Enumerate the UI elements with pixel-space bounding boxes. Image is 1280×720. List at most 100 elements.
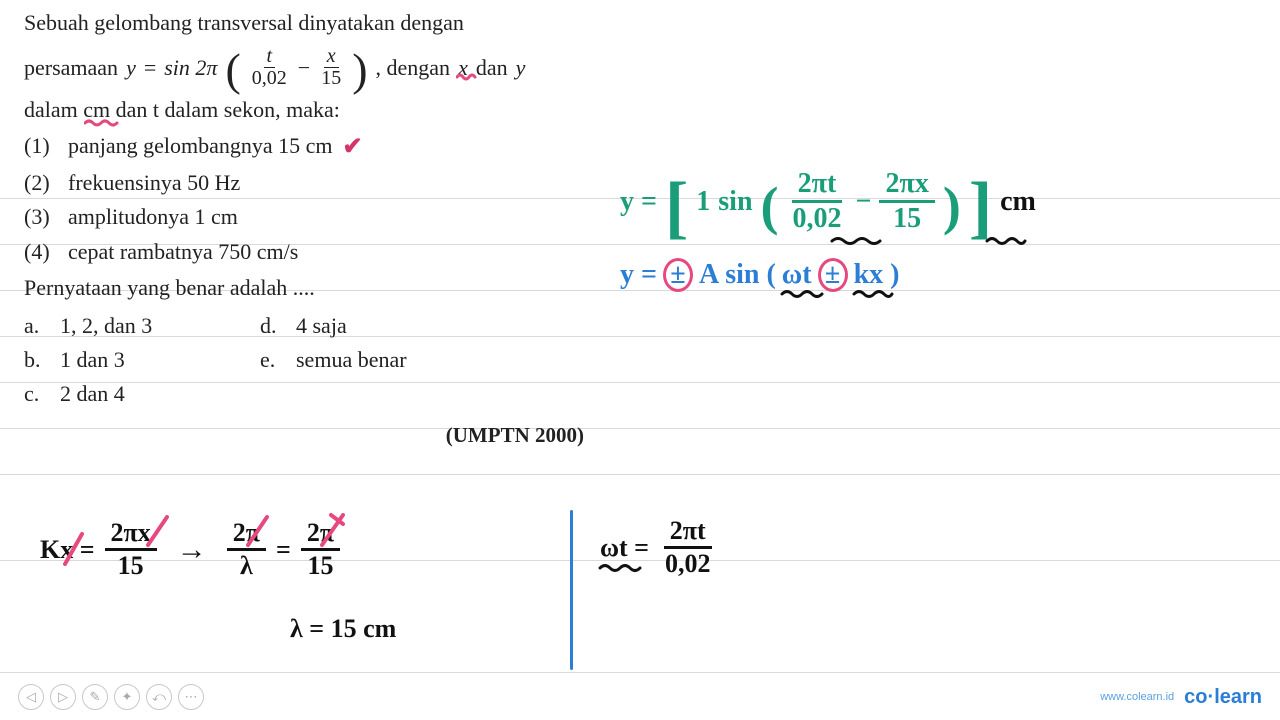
problem-block: Sebuah gelombang transversal dinyatakan … [24, 6, 584, 452]
brand: co·learn [1184, 686, 1262, 709]
hw-fa-den: λ [234, 551, 259, 579]
pm-circle-1: ± [663, 258, 693, 292]
undo-button[interactable]: ⤺ [146, 684, 172, 710]
hw-left-row1: Kx = 2πx 15 → 2π λ = 2π 15 [40, 520, 340, 579]
strike-a-icon [245, 514, 271, 548]
hw-frac-b: 2π 15 [301, 520, 340, 579]
eq-x: x [458, 51, 468, 85]
hw-blue-wt: ωt [782, 259, 812, 290]
stmt-3-text: amplitudonya 1 cm [68, 200, 238, 234]
opt-c-text: 2 dan 4 [60, 377, 125, 411]
check-icon: ✔ [343, 129, 363, 166]
hw-green-f2-den: 15 [887, 203, 927, 233]
hw-frac-a: 2π λ [227, 520, 266, 579]
vertical-divider [570, 510, 573, 670]
eq-sin2pi: sin 2π [164, 51, 217, 85]
eq-equals: = [144, 51, 156, 85]
opt-d-text: 4 saja [296, 309, 347, 343]
opt-c-lbl: c. [24, 377, 46, 411]
hw-wtf-den: 0,02 [659, 549, 717, 577]
stmt-2-num: (2) [24, 166, 58, 200]
options: a.1, 2, dan 3 d.4 saja b. 1 dan 3 e.semua… [24, 309, 584, 411]
eq-frac2: x 15 [318, 46, 344, 89]
eq-minus: − [298, 51, 310, 85]
opt-c: c. 2 dan 4 [24, 377, 125, 411]
eq-comma-dengan: , dengan [376, 51, 451, 85]
opt-b-lbl: b. [24, 343, 46, 377]
brand-co: co [1184, 686, 1207, 708]
brand-learn: learn [1214, 686, 1262, 708]
lparen-big-icon: ( [761, 182, 779, 230]
footer-brand: www.colearn.id co·learn [1100, 686, 1262, 709]
squiggle-under-wt2-icon [598, 563, 646, 573]
opt-a: a.1, 2, dan 3 [24, 309, 220, 343]
squiggle-under-002-icon [830, 236, 890, 246]
stmt-4-num: (4) [24, 235, 58, 269]
hw-lambda-result: λ = 15 cm [290, 614, 396, 644]
strike-x2-icon [145, 514, 171, 548]
footer-controls: ◁ ▷ ✎ ✦ ⤺ ⋯ [18, 684, 204, 710]
problem-equation-line: persamaan y = sin 2π ( t 0,02 − x 15 ) ,… [24, 46, 584, 89]
footer: ◁ ▷ ✎ ✦ ⤺ ⋯ www.colearn.id co·learn [0, 678, 1280, 720]
hw-right-row: ωt = 2πt 0,02 [600, 518, 716, 577]
lparen-icon: ( [225, 55, 240, 85]
word-persamaan: persamaan [24, 51, 118, 85]
stmt-1-num: (1) [24, 129, 58, 166]
hw-blue-lhs: y = [620, 259, 657, 291]
pen-button[interactable]: ✎ [82, 684, 108, 710]
hw-green-eq: y = [ 1 sin ( 2πt 0,02 − 2πx 15 ) ] cm [620, 170, 1036, 233]
lbracket-icon: [ [665, 178, 688, 238]
eq-frac1-num: t [264, 46, 276, 68]
hw-green-sin: sin [718, 186, 752, 218]
hw-fb-den: 15 [302, 551, 340, 579]
squiggle-under-x-icon [456, 73, 478, 81]
note-button[interactable]: ✦ [114, 684, 140, 710]
more-button[interactable]: ⋯ [178, 684, 204, 710]
stmt-3-num: (3) [24, 200, 58, 234]
hw-wt-wrap: ωt = [600, 533, 649, 563]
problem-line3: dalam cm dan t dalam sekon, maka: [24, 97, 340, 122]
prev-button[interactable]: ◁ [18, 684, 44, 710]
rbracket-icon: ] [969, 178, 992, 238]
next-button[interactable]: ▷ [50, 684, 76, 710]
stmt-3: (3) amplitudonya 1 cm [24, 200, 584, 234]
hw-eq: = [276, 535, 291, 565]
hw-blue-form: y = ± A sin ( ωt ± kx ) [620, 258, 899, 292]
opt-b-text: 1 dan 3 [60, 343, 220, 377]
hw-kx-frac: 2πx 15 [105, 520, 157, 579]
stmt-4-text: cepat rambatnya 750 cm/s [68, 235, 298, 269]
statement-list: (1) panjang gelombangnya 15 cm ✔ (2) fre… [24, 129, 584, 268]
problem-line3-wrap: dalam cm dan t dalam sekon, maka: [24, 93, 584, 127]
hw-green-f2-num: 2πx [879, 170, 934, 203]
stmt-2-text: frekuensinya 50 Hz [68, 166, 240, 200]
eq-frac1-den: 0,02 [249, 68, 290, 89]
hw-kxf-den: 15 [112, 551, 150, 579]
problem-line1: Sebuah gelombang transversal dinyatakan … [24, 6, 584, 40]
stmt-4: (4) cepat rambatnya 750 cm/s [24, 235, 584, 269]
eq-y2: y [516, 51, 526, 85]
hw-green-f1-num: 2πt [792, 170, 843, 203]
opt-e-lbl: e. [260, 343, 282, 377]
eq-frac1: t 0,02 [249, 46, 290, 89]
hw-blue-sin: sin ( [725, 259, 776, 291]
rparen-big-icon: ) [943, 182, 961, 230]
hw-blue-A: A [699, 259, 719, 291]
hw-blue-kx-wrap: kx ) [854, 259, 900, 291]
opt-d: d.4 saja [260, 309, 347, 343]
source: (UMPTN 2000) [24, 419, 584, 452]
opt-a-lbl: a. [24, 309, 46, 343]
hw-blue-wt-wrap: ωt [782, 259, 812, 291]
opt-b: b. 1 dan 3 [24, 343, 220, 377]
stmt-1-text: panjang gelombangnya 15 cm [68, 129, 333, 166]
prompt: Pernyataan yang benar adalah .... [24, 271, 584, 305]
strike-b-icon [319, 512, 347, 548]
eq-frac2-num: x [324, 46, 339, 68]
squiggle-under-kx-icon [852, 289, 896, 299]
hw-green-frac1: 2πt 0,02 [787, 170, 848, 233]
pm-circle-2: ± [818, 258, 848, 292]
squiggle-under-wt-icon [780, 289, 828, 299]
hw-wt-frac: 2πt 0,02 [659, 518, 717, 577]
hw-green-unit: cm [1000, 186, 1036, 218]
hw-wtf-num: 2πt [664, 518, 712, 549]
opt-e: e.semua benar [260, 343, 407, 377]
